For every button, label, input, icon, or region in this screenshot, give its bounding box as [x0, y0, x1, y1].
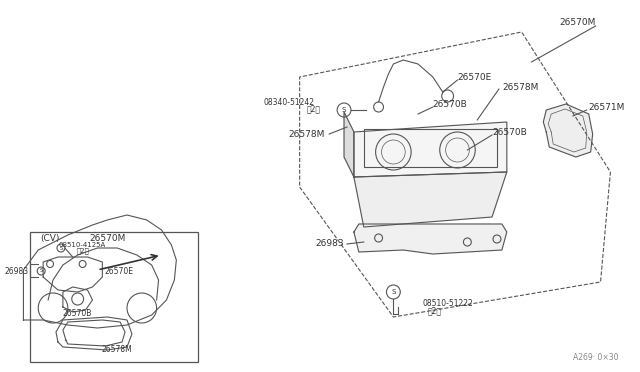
Text: S: S [40, 269, 43, 273]
Text: S: S [391, 289, 396, 295]
Text: S: S [342, 107, 346, 113]
Text: 26983: 26983 [4, 266, 28, 276]
Text: 08510-51222: 08510-51222 [423, 299, 474, 308]
Text: 26570M: 26570M [89, 234, 125, 243]
Polygon shape [543, 104, 593, 157]
Text: 26570E: 26570E [458, 73, 492, 81]
Text: 26570M: 26570M [559, 17, 596, 26]
Polygon shape [354, 172, 507, 227]
Text: A269· 0×30: A269· 0×30 [573, 353, 618, 362]
Text: 26578M: 26578M [288, 129, 324, 138]
Text: 26570B: 26570B [433, 99, 468, 109]
Bar [30, 232, 198, 362]
Text: 〈2〉: 〈2〉 [428, 307, 442, 315]
Text: 26578M: 26578M [102, 346, 132, 355]
Polygon shape [354, 224, 507, 254]
Text: S: S [59, 246, 63, 250]
Text: 26983: 26983 [316, 240, 344, 248]
Polygon shape [354, 122, 507, 177]
Text: 26571M: 26571M [589, 103, 625, 112]
Polygon shape [344, 112, 354, 177]
Text: 〈2〉: 〈2〉 [76, 248, 89, 254]
Text: 08510-4125A: 08510-4125A [59, 242, 106, 248]
Text: 08340-51242: 08340-51242 [264, 97, 314, 106]
Text: 26578M: 26578M [502, 83, 538, 92]
Text: 26570B: 26570B [492, 128, 527, 137]
Bar [364, 129, 497, 167]
Text: 26570E: 26570E [104, 267, 133, 276]
Text: (CV): (CV) [40, 234, 60, 243]
Text: 〈2〉: 〈2〉 [307, 105, 321, 113]
Text: 26570B: 26570B [63, 310, 92, 318]
